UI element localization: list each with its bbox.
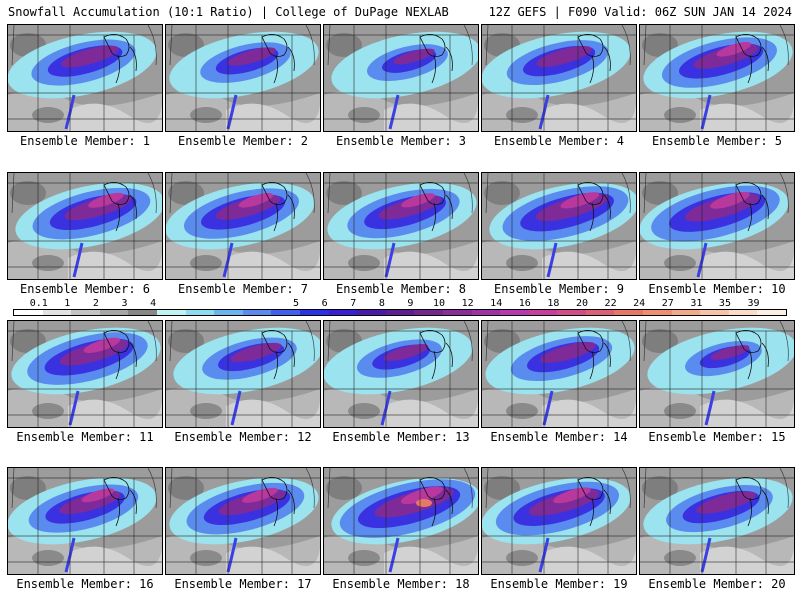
colorbar-tick-label: 14 xyxy=(490,298,503,309)
snowfall-map xyxy=(323,320,479,428)
ensemble-member-label: Ensemble Member: 13 xyxy=(332,430,470,444)
colorbar-swatch xyxy=(500,310,529,315)
snowfall-map xyxy=(481,172,637,280)
colorbar-swatch xyxy=(271,310,300,315)
ensemble-member-label: Ensemble Member: 19 xyxy=(490,577,628,591)
ensemble-member-label: Ensemble Member: 1 xyxy=(19,134,151,148)
snowfall-map xyxy=(165,467,321,575)
snowfall-map xyxy=(323,24,479,132)
ensemble-member-label: Ensemble Member: 20 xyxy=(648,577,786,591)
snowfall-map xyxy=(639,172,795,280)
colorbar-tick-label: 3 xyxy=(121,298,128,309)
ensemble-member-label: Ensemble Member: 17 xyxy=(174,577,312,591)
colorbar-swatch xyxy=(528,310,558,315)
colorbar-swatch xyxy=(357,310,386,315)
snowfall-map xyxy=(165,172,321,280)
colorbar-tick-label: 22 xyxy=(604,298,617,309)
ensemble-member-label: Ensemble Member: 10 xyxy=(648,282,786,296)
colorbar-swatch xyxy=(185,310,215,315)
colorbar-swatch xyxy=(71,310,100,315)
snowfall-map xyxy=(639,320,795,428)
ensemble-member-label: Ensemble Member: 18 xyxy=(332,577,470,591)
colorbar-tick-label: 5 xyxy=(293,298,300,309)
ensemble-member-label: Ensemble Member: 14 xyxy=(490,430,628,444)
colorbar-tick-label: 10 xyxy=(432,298,446,309)
colorbar-tick-label: 31 xyxy=(690,298,703,309)
colorbar-tick-label: 4 xyxy=(150,298,157,309)
snowfall-map xyxy=(7,24,163,132)
colorbar-tick-label: 0.1 xyxy=(29,298,48,309)
colorbar-swatch xyxy=(214,310,243,315)
snowfall-map xyxy=(481,24,637,132)
colorbar-swatch xyxy=(414,310,443,315)
colorbar-swatch xyxy=(442,310,472,315)
colorbar-tick-label: 27 xyxy=(661,298,674,309)
colorbar-swatch xyxy=(99,310,129,315)
colorbar-swatch xyxy=(757,310,787,315)
colorbar-swatch xyxy=(557,310,586,315)
ensemble-member-label: Ensemble Member: 4 xyxy=(493,134,625,148)
snowfall-map xyxy=(7,172,163,280)
colorbar-strip xyxy=(13,309,787,316)
ensemble-member-label: Ensemble Member: 11 xyxy=(16,430,154,444)
colorbar-swatch xyxy=(643,310,672,315)
colorbar-tick-label: 2 xyxy=(92,298,99,309)
colorbar-swatch xyxy=(471,310,501,315)
snowfall-map xyxy=(481,467,637,575)
ensemble-member-label: Ensemble Member: 9 xyxy=(493,282,625,296)
colorbar-labels: 0.1 1 2 3 4 5 6 7 8 9 10 12 14 16 18 20 22 24 27 31 35 39 xyxy=(13,299,787,309)
snowfall-map xyxy=(639,467,795,575)
colorbar-swatch xyxy=(242,310,272,315)
colorbar-swatch xyxy=(614,310,644,315)
snowfall-map xyxy=(481,320,637,428)
ensemble-member-label: Ensemble Member: 5 xyxy=(651,134,783,148)
snowfall-map xyxy=(323,172,479,280)
colorbar-tick-label: 9 xyxy=(407,298,414,309)
ensemble-member-label: Ensemble Member: 7 xyxy=(177,282,309,296)
colorbar-tick-label: 8 xyxy=(378,298,385,309)
ensemble-member-label: Ensemble Member: 16 xyxy=(16,577,154,591)
colorbar-swatch xyxy=(700,310,729,315)
colorbar-tick-label: 12 xyxy=(461,298,474,309)
ensemble-member-label: Ensemble Member: 6 xyxy=(19,282,151,296)
colorbar-swatch xyxy=(328,310,358,315)
ensemble-member-label: Ensemble Member: 3 xyxy=(335,134,467,148)
colorbar-tick-label: 6 xyxy=(321,298,328,309)
colorbar-tick-label: 35 xyxy=(718,298,731,309)
colorbar-swatch xyxy=(385,310,415,315)
colorbar-swatch xyxy=(128,310,157,315)
ensemble-member-label: Ensemble Member: 12 xyxy=(174,430,312,444)
colorbar-tick-label: 7 xyxy=(350,298,357,309)
ensemble-member-label: Ensemble Member: 15 xyxy=(648,430,786,444)
colorbar-tick-label: 1 xyxy=(64,298,71,309)
colorbar-tick-label: 16 xyxy=(518,298,531,309)
colorbar-tick-label: 20 xyxy=(575,298,589,309)
chart-title: Snowfall Accumulation (10:1 Ratio) | Col… xyxy=(8,5,449,19)
colorbar-swatch xyxy=(156,310,186,315)
ensemble-member-label: Ensemble Member: 8 xyxy=(335,282,467,296)
colorbar-swatch xyxy=(42,310,72,315)
snowfall-colorbar: 0.1 1 2 3 4 5 6 7 8 9 10 12 14 16 18 20 22 24 27 31 35 39 xyxy=(13,299,787,316)
colorbar-swatch xyxy=(585,310,615,315)
snowfall-map xyxy=(165,320,321,428)
snowfall-map xyxy=(165,24,321,132)
snowfall-map xyxy=(639,24,795,132)
snowfall-map xyxy=(7,320,163,428)
colorbar-swatch xyxy=(728,310,758,315)
colorbar-swatch xyxy=(14,310,43,315)
snowfall-map xyxy=(7,467,163,575)
snowfall-map xyxy=(323,467,479,575)
colorbar-tick-label: 39 xyxy=(747,298,760,309)
colorbar-tick-label: 24 xyxy=(633,298,646,309)
colorbar-swatch xyxy=(671,310,701,315)
colorbar-swatch xyxy=(299,310,329,315)
colorbar-tick-label: 18 xyxy=(547,298,560,309)
model-run-info: 12Z GEFS | F090 Valid: 06Z SUN JAN 14 20… xyxy=(488,5,792,19)
ensemble-member-label: Ensemble Member: 2 xyxy=(177,134,309,148)
